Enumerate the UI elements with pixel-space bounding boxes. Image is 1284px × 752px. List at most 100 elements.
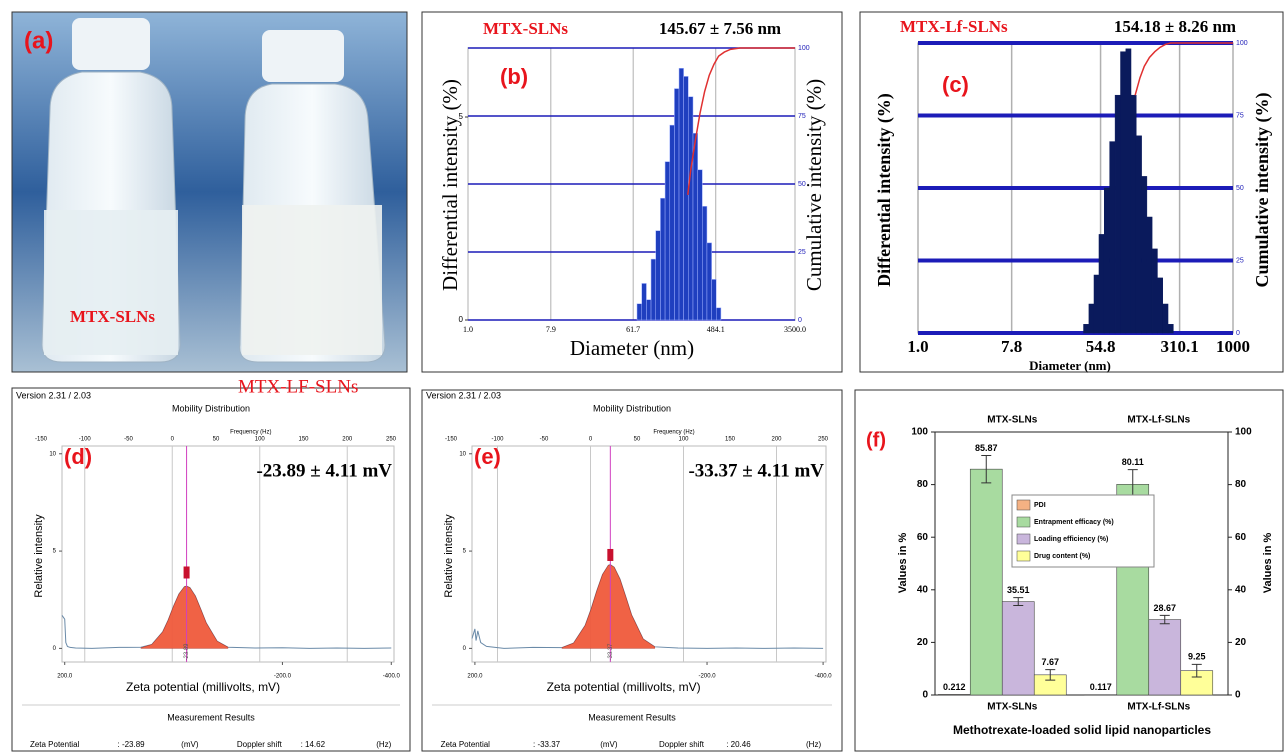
x2-tick-label: 200 [771, 437, 782, 443]
y-tick-label: 40 [917, 584, 929, 595]
x-tick-label: MTX-Lf-SLNs [1127, 702, 1190, 713]
value-label: 0.212 [943, 682, 966, 692]
y-tick-label: 20 [917, 637, 929, 648]
x2-tick-label: -50 [540, 437, 549, 443]
photo-caption: MTX-SLNs [70, 307, 155, 326]
bar [1167, 324, 1174, 334]
error-bar [1013, 597, 1024, 607]
value-label: 35.51 [1007, 585, 1030, 595]
legend-label: Entrapment efficacy (%) [1034, 519, 1114, 526]
y2-tick-label: 0 [1236, 330, 1240, 337]
x2-tick-label: 150 [725, 437, 736, 443]
error-bar [981, 454, 992, 484]
bar [1098, 234, 1105, 334]
results-cell: Doppler shift [237, 740, 283, 749]
error-bar [1191, 663, 1202, 678]
photo-panel: (a) MTX-SLNs [11, 11, 408, 373]
x-tick-label: -400.0 [383, 674, 401, 680]
y2-tick-label: 25 [798, 249, 806, 256]
peak-label: -23.89 [184, 643, 190, 661]
bar [678, 68, 684, 321]
bar [660, 197, 666, 321]
bar [1120, 51, 1127, 334]
vial-liquid [242, 205, 382, 355]
value-label: 28.67 [1153, 603, 1176, 613]
x-tick-label: -400.0 [815, 674, 833, 680]
panel-frame [421, 11, 843, 373]
x-tick-label: 54.8 [1086, 337, 1116, 356]
y2-tick-label: 25 [1236, 257, 1244, 264]
results-cell: Zeta Potential [30, 740, 80, 749]
x-tick-label: 484.1 [707, 325, 725, 334]
bar [1130, 94, 1137, 334]
bar [636, 303, 642, 321]
bar [1135, 135, 1142, 334]
top-category-label: MTX-Lf-SLNs [1127, 415, 1190, 426]
y2-tick-label: 20 [1235, 637, 1247, 648]
x2-tick-label: 100 [678, 437, 689, 443]
bar [702, 206, 708, 321]
panel-label: (a) [24, 27, 53, 54]
cumulative-line [1134, 42, 1233, 96]
x-tick-label: 1000 [1216, 337, 1250, 356]
results-cell: Doppler shift [659, 740, 705, 749]
y-axis-title: Relative intensity [443, 514, 455, 598]
panel-label: (d) [64, 444, 92, 469]
results-cell: : -23.89 [118, 740, 146, 749]
x2-tick-label: -100 [79, 437, 92, 443]
value-label: 80.11 [1122, 457, 1144, 467]
panel-subtitle: -23.89 ± 4.11 mV [256, 460, 392, 481]
bar [937, 694, 971, 696]
y-tick-label: 100 [911, 427, 928, 438]
x-tick-label: MTX-SLNs [987, 702, 1037, 713]
results-cell: (mV) [181, 740, 199, 749]
y-axis-title: Values in % [897, 533, 909, 594]
panel-frame [859, 11, 1284, 373]
bar [1093, 274, 1100, 334]
x-tick-label: 3500.0 [784, 325, 806, 334]
results-cell: Zeta Potential [441, 740, 491, 749]
x2-tick-label: 200 [342, 437, 353, 443]
bar [1114, 94, 1121, 334]
panel-label: (f) [866, 429, 886, 451]
y2-tick-label: 40 [1235, 584, 1247, 595]
legend-swatch [1016, 533, 1031, 545]
error-bar [1045, 669, 1056, 681]
bar [1148, 619, 1182, 696]
top-category-label: MTX-SLNs [987, 415, 1037, 426]
y-tick-label: 0 [53, 646, 57, 652]
bar [650, 258, 656, 321]
bar [646, 299, 652, 321]
y2-tick-label: 0 [1235, 690, 1241, 701]
x-axis-title: Diameter (nm) [570, 336, 694, 360]
peak-marker [183, 566, 190, 579]
y2-tick-label: 75 [1236, 112, 1244, 119]
legend-label: PDI [1034, 502, 1046, 509]
bar [969, 468, 1003, 696]
bar [683, 76, 689, 321]
bar [1162, 303, 1169, 334]
legend-label: Loading efficiency (%) [1034, 536, 1108, 543]
results-title: Measurement Results [167, 712, 255, 722]
bar [1109, 141, 1116, 334]
bar [716, 307, 722, 321]
x2-tick-label: -50 [124, 437, 133, 443]
panel-title: MTX-Lf-SLNs [900, 17, 1008, 36]
x-axis-title: Zeta potential (millivolts, mV) [547, 680, 701, 694]
panel-label: (c) [942, 72, 969, 97]
peak-label: -33.37 [608, 643, 614, 661]
peak-marker [607, 548, 614, 561]
y2-tick-label: 80 [1235, 479, 1247, 490]
y2-axis-title: Values in % [1262, 533, 1274, 594]
bar [688, 96, 694, 321]
bar [1083, 324, 1090, 334]
x-tick-label: 7.8 [1001, 337, 1022, 356]
bar [692, 133, 698, 321]
legend-swatch [1016, 516, 1031, 528]
bar [1001, 601, 1035, 696]
x2-tick-label: -150 [445, 437, 458, 443]
value-label: 0.117 [1090, 682, 1112, 692]
x2-axis-title: Frequency (Hz) [230, 430, 271, 436]
panel-subtitle: 145.67 ± 7.56 nm [659, 19, 781, 38]
x2-tick-label: 150 [298, 437, 309, 443]
